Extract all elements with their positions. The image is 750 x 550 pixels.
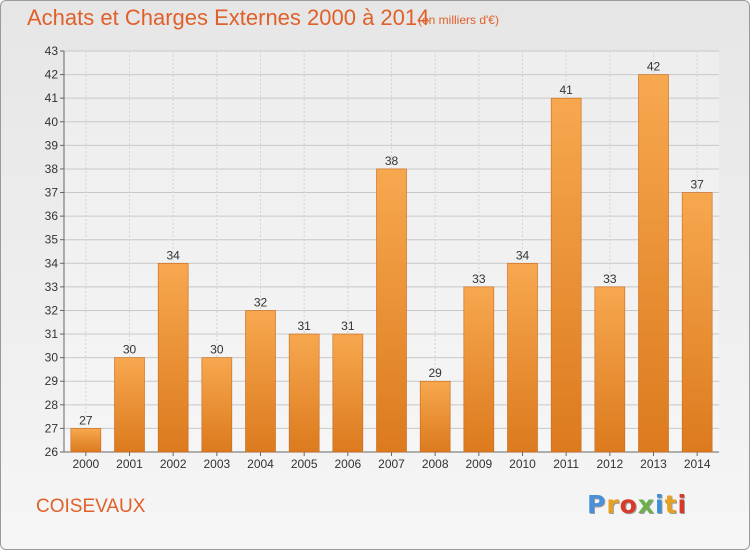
bar-2013	[638, 74, 669, 453]
data-label-2009: 33	[472, 272, 486, 286]
x-tick-label: 2013	[640, 457, 667, 471]
y-tick-label: 29	[45, 374, 59, 388]
chart-title: Achats et Charges Externes 2000 à 2014	[27, 5, 430, 30]
logo-letter: r	[606, 490, 620, 519]
x-tick-label: 2006	[334, 457, 361, 471]
y-tick-label: 43	[45, 44, 59, 58]
data-label-2005: 31	[297, 319, 311, 333]
logo-letter: i	[677, 490, 688, 519]
y-tick-label: 31	[45, 327, 59, 341]
bars	[70, 74, 713, 453]
x-tick-label: 2007	[378, 457, 405, 471]
x-tick-label: 2012	[596, 457, 623, 471]
logo-letter: x	[637, 490, 655, 519]
data-label-2001: 30	[123, 343, 137, 357]
bar-2005	[288, 333, 320, 453]
data-label-2014: 37	[690, 178, 704, 192]
data-label-2008: 29	[428, 366, 442, 380]
x-tick-label: 2011	[553, 457, 579, 471]
bar-2004	[245, 310, 276, 453]
bar-2000	[70, 428, 102, 453]
x-tick-label: 2014	[684, 457, 711, 471]
bar-2008	[419, 380, 451, 453]
data-label-2007: 38	[385, 154, 399, 168]
bar-2012	[594, 286, 626, 453]
bar-2002	[157, 262, 189, 453]
place-name: COISEVAUX	[36, 496, 146, 517]
x-tick-label: 2005	[291, 457, 318, 471]
y-tick-label: 26	[45, 445, 59, 459]
x-tick-label: 2003	[203, 457, 230, 471]
logo-letter: i	[655, 490, 665, 519]
y-tick-label: 34	[45, 256, 59, 270]
proxiti-logo[interactable]: Proxiti	[587, 490, 687, 519]
bar-2006	[332, 333, 364, 453]
axes: 26 27 28 29 30 31 32 33 34 35 36 37 38 39 40 41 42 43 2000…	[45, 44, 719, 471]
data-label-2004: 32	[254, 295, 268, 309]
y-tick-label: 30	[45, 351, 59, 365]
data-label-2002: 34	[166, 248, 180, 262]
data-labels: 27 30 34 30 32 31 31 38 29 33 34 41 33 42 37	[79, 60, 704, 428]
y-tick-label: 40	[45, 115, 59, 129]
y-tick-label: 38	[45, 162, 59, 176]
bar-2011	[550, 97, 582, 453]
bar-2014	[681, 192, 713, 453]
x-tick-label: 2001	[116, 457, 143, 471]
y-tick-label: 39	[45, 138, 59, 152]
data-label-2000: 27	[79, 413, 93, 427]
bar-2007	[376, 168, 407, 453]
data-label-2006: 31	[341, 319, 355, 333]
y-tick-label: 36	[45, 209, 59, 223]
data-label-2011: 41	[559, 83, 573, 97]
y-tick-label: 42	[45, 68, 59, 82]
x-tick-label: 2008	[422, 457, 449, 471]
bar-2009	[463, 286, 495, 453]
y-tick-label: 37	[45, 186, 59, 200]
logo-letter: P	[587, 490, 607, 519]
x-tick-label: 2002	[160, 457, 187, 471]
data-label-2003: 30	[210, 343, 224, 357]
y-tick-label: 33	[45, 280, 59, 294]
y-tick-label: 41	[45, 91, 59, 105]
x-tick-label: 2004	[247, 457, 274, 471]
data-label-2013: 42	[647, 60, 661, 74]
x-tick-label: 2009	[465, 457, 492, 471]
bar-2010	[507, 262, 538, 453]
logo-letter: t	[664, 490, 678, 519]
bar-2003	[201, 357, 233, 453]
y-tick-label: 27	[45, 421, 59, 435]
y-tick-label: 28	[45, 398, 59, 412]
y-tick-label: 32	[45, 303, 59, 317]
logo-letter: o	[619, 490, 638, 519]
chart-subtitle: (en milliers d'€)	[418, 13, 499, 27]
data-label-2010: 34	[516, 248, 530, 262]
data-label-2012: 33	[603, 272, 617, 286]
x-tick-label: 2000	[72, 457, 99, 471]
x-tick-label: 2010	[509, 457, 536, 471]
bar-2001	[114, 357, 145, 453]
y-tick-label: 35	[45, 233, 59, 247]
